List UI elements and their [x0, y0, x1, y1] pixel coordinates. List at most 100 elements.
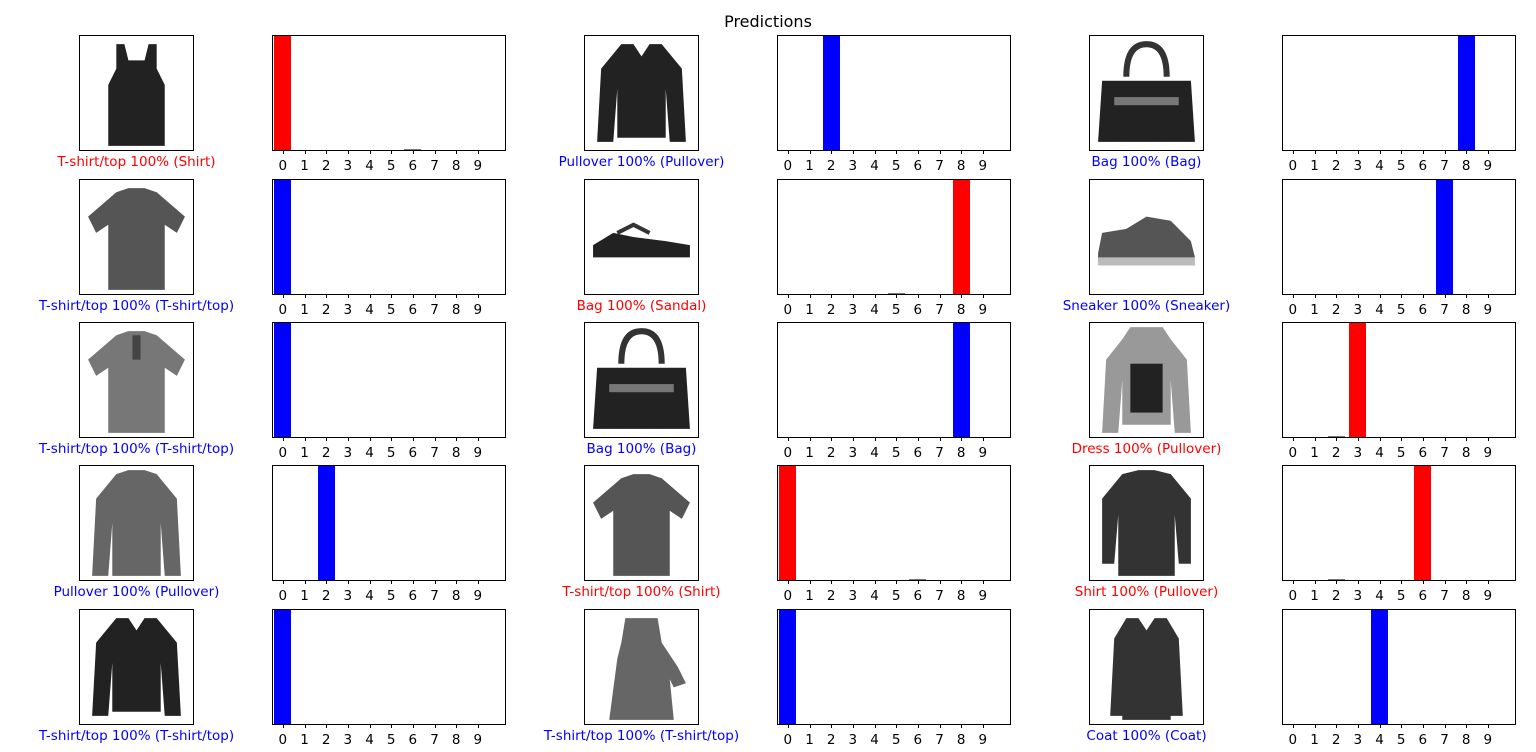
x-tick-label: 7	[430, 732, 439, 748]
sample-image	[1089, 322, 1204, 438]
x-tick	[1444, 150, 1446, 154]
x-tick	[1422, 437, 1424, 441]
x-tick	[939, 724, 941, 728]
coat-icon	[1090, 610, 1203, 724]
x-tick-label: 9	[978, 302, 988, 318]
tshirt-icon	[80, 180, 193, 294]
x-tick-label: 5	[386, 158, 396, 174]
x-tick	[1401, 150, 1403, 154]
x-tick-label: 2	[1331, 158, 1341, 174]
sample-image	[79, 179, 194, 295]
x-tick	[477, 724, 479, 728]
figure-title: Predictions	[724, 12, 812, 31]
handbag-icon	[585, 323, 698, 437]
x-tick	[896, 437, 898, 441]
x-tick-label: 1	[1310, 732, 1319, 748]
x-tick	[326, 580, 328, 584]
x-tick-label: 4	[365, 302, 374, 318]
x-tick-label: 6	[913, 732, 923, 748]
x-tick-label: 6	[408, 302, 418, 318]
x-tick-label: 0	[783, 302, 793, 318]
x-tick-label: 9	[1483, 732, 1493, 748]
x-tick-label: 9	[473, 302, 483, 318]
x-tick	[304, 294, 306, 298]
x-tick	[369, 580, 371, 584]
x-tick	[917, 294, 919, 298]
x-tick	[369, 724, 371, 728]
x-tick	[326, 294, 328, 298]
x-tick-label: 2	[826, 302, 836, 318]
x-tick	[391, 294, 393, 298]
x-tick	[917, 150, 919, 154]
hoodie-icon	[1090, 323, 1203, 437]
x-tick-label: 0	[783, 732, 793, 748]
x-tick-label: 2	[826, 158, 836, 174]
x-tick-label: 6	[408, 732, 418, 748]
x-tick-label: 3	[848, 158, 858, 174]
x-tick	[434, 580, 436, 584]
x-tick	[456, 294, 458, 298]
x-tick-label: 0	[278, 445, 288, 461]
x-tick	[787, 724, 789, 728]
x-tick-label: 6	[1418, 445, 1428, 461]
sample-image	[79, 35, 194, 151]
probability-bar	[779, 466, 797, 580]
probability-bar	[317, 466, 335, 580]
x-tick-label: 8	[956, 302, 966, 318]
x-tick	[326, 724, 328, 728]
x-tick	[896, 580, 898, 584]
x-tick	[1401, 580, 1403, 584]
x-tick-label: 1	[300, 302, 309, 318]
x-tick-label: 6	[408, 445, 418, 461]
x-tick-label: 3	[343, 158, 353, 174]
tshirt-icon	[585, 466, 698, 580]
x-tick	[961, 150, 963, 154]
x-tick-label: 8	[1461, 445, 1471, 461]
x-tick-label: 5	[891, 302, 901, 318]
probability-bar	[952, 180, 970, 294]
x-tick	[939, 580, 941, 584]
probability-bar	[1435, 180, 1454, 294]
x-tick	[874, 580, 876, 584]
x-tick-label: 5	[1396, 732, 1406, 748]
x-tick-label: 4	[365, 445, 374, 461]
x-tick	[412, 294, 414, 298]
x-tick	[831, 294, 833, 298]
prediction-caption: Pullover 100% (Pullover)	[53, 584, 220, 600]
x-tick	[434, 724, 436, 728]
sample-image	[1089, 465, 1204, 581]
x-tick	[852, 724, 854, 728]
sample-image	[584, 179, 699, 295]
x-tick-label: 2	[826, 588, 836, 604]
x-tick-label: 5	[386, 302, 396, 318]
x-tick	[477, 580, 479, 584]
x-tick	[412, 724, 414, 728]
x-tick	[412, 437, 414, 441]
x-tick	[282, 437, 284, 441]
prediction-caption: Sneaker 100% (Sneaker)	[1062, 298, 1231, 314]
x-tick	[282, 150, 284, 154]
x-tick-label: 1	[805, 732, 814, 748]
x-tick	[326, 150, 328, 154]
probability-bar	[1370, 610, 1389, 724]
dress-icon	[585, 610, 698, 724]
long-sleeve-icon	[80, 610, 193, 724]
sample-image	[584, 465, 699, 581]
x-tick-label: 7	[935, 732, 944, 748]
tank-top-icon	[80, 36, 193, 150]
x-tick	[982, 150, 984, 154]
x-tick	[1487, 294, 1489, 298]
probability-bar	[274, 323, 292, 437]
x-tick-label: 7	[430, 302, 439, 318]
x-tick-label: 3	[1353, 158, 1363, 174]
x-tick-label: 5	[891, 732, 901, 748]
probability-bar	[1349, 323, 1367, 437]
x-tick-label: 3	[343, 588, 353, 604]
